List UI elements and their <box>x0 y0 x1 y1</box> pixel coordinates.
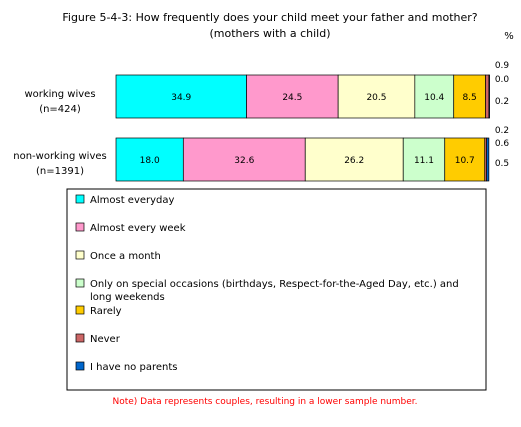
chart-subtitle: (mothers with a child) <box>209 27 330 40</box>
category-label: non-working wives <box>13 151 106 162</box>
legend-swatch <box>75 333 85 343</box>
bar-segment-2-7 <box>486 137 490 182</box>
chart-note: Note) Data represents couples, resulting… <box>112 397 417 407</box>
data-label: 18.0 <box>140 156 160 166</box>
legend-swatch <box>75 361 85 371</box>
bar-segment-2-1 <box>115 137 184 182</box>
legend-swatch <box>75 305 85 315</box>
bar-segment-2-5 <box>444 137 486 182</box>
small-value-label: 0.6 <box>495 139 510 149</box>
small-value-label: 0.5 <box>495 159 509 169</box>
data-label: 20.5 <box>366 93 386 103</box>
legend-label: Almost every week <box>90 223 186 234</box>
bar-segment-1-3 <box>337 74 416 119</box>
bar-segment-2-4 <box>402 137 446 182</box>
category-label: working wives <box>24 89 95 100</box>
legend-swatch <box>75 278 85 288</box>
data-label: 24.5 <box>282 93 302 103</box>
legend-label: Once a month <box>90 251 161 262</box>
legend-swatch <box>75 250 85 260</box>
small-value-label: 0.9 <box>495 61 510 71</box>
legend-label: Never <box>90 334 121 345</box>
bar-segment-1-1 <box>115 74 247 119</box>
small-value-label: 0.2 <box>495 126 509 136</box>
data-label: 10.4 <box>424 93 444 103</box>
legend-label: I have no parents <box>90 362 177 373</box>
legend-swatch <box>75 194 85 204</box>
category-label: (n=1391) <box>36 166 84 177</box>
bar-segment-2-3 <box>304 137 404 182</box>
data-label: 10.7 <box>455 156 475 166</box>
data-label: 11.1 <box>414 156 434 166</box>
bar-segment-1-2 <box>246 74 339 119</box>
small-value-label: 0.2 <box>495 97 509 107</box>
bar-segment-1-5 <box>453 74 486 119</box>
data-label: 32.6 <box>234 156 254 166</box>
legend-label: Only on special occasions (birthdays, Re… <box>90 279 459 290</box>
data-label: 34.9 <box>171 93 191 103</box>
legend-label: long weekends <box>90 292 165 303</box>
legend-label: Almost everyday <box>90 195 175 206</box>
bar-segment-2-2 <box>182 137 306 182</box>
unit-label: % <box>504 31 514 42</box>
bar-area: 34.9 24.5 20.5 10.4 8.5 working wives (n=424) 0… <box>13 61 510 182</box>
category-label: (n=424) <box>39 104 81 115</box>
legend-label: Rarely <box>90 306 122 317</box>
bar-segment-1-6 <box>485 74 490 119</box>
legend: Almost everyday Almost every week Once a m… <box>75 194 459 373</box>
chart-title: Figure 5-4-3: How frequently does your c… <box>62 11 477 24</box>
data-label: 8.5 <box>462 93 476 103</box>
data-label: 26.2 <box>344 156 364 166</box>
bar-segment-1-7 <box>488 74 490 119</box>
legend-swatch <box>75 222 85 232</box>
small-value-label: 0.0 <box>495 75 510 85</box>
legend-box <box>66 188 487 391</box>
